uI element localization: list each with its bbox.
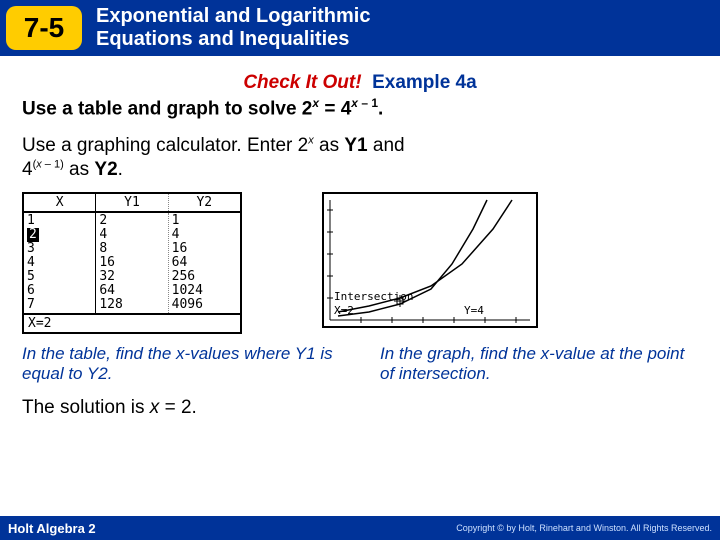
table-footer: X=2 — [24, 313, 240, 332]
th-y1: Y1 — [96, 194, 168, 211]
instruction-text: Use a graphing calculator. Enter 2x as Y… — [22, 134, 698, 182]
calculator-graph: Intersection X=2 Y=4 — [322, 192, 538, 328]
calculator-table: X Y1 Y2 1234567 248163264128 14166425610… — [22, 192, 242, 334]
solution-text: The solution is x = 2. — [22, 397, 698, 419]
example-label: Example 4a — [367, 72, 477, 93]
copyright-text: Copyright © by Holt, Rinehart and Winsto… — [456, 523, 712, 533]
page-footer: Holt Algebra 2 Copyright © by Holt, Rine… — [0, 516, 720, 540]
lesson-header: 7-5 Exponential and Logarithmic Equation… — [0, 0, 720, 56]
svg-text:Y=4: Y=4 — [464, 304, 484, 317]
book-title: Holt Algebra 2 — [8, 521, 96, 536]
calculator-row: X Y1 Y2 1234567 248163264128 14166425610… — [22, 192, 698, 334]
caption-right: In the graph, find the x-value at the po… — [380, 344, 698, 385]
check-it-out-label: Check It Out! — [243, 72, 361, 93]
svg-text:X=2: X=2 — [334, 304, 354, 317]
table-head: X Y1 Y2 — [24, 194, 240, 213]
content-area: Check It Out! Example 4a Use a table and… — [0, 56, 720, 419]
th-x: X — [24, 194, 96, 211]
title-line2: Equations and Inequalities — [96, 28, 370, 51]
th-y2: Y2 — [169, 194, 240, 211]
lesson-title: Exponential and Logarithmic Equations an… — [96, 5, 370, 51]
col-x: 1234567 — [24, 213, 96, 313]
graph-svg: Intersection X=2 Y=4 — [324, 194, 536, 326]
svg-text:Intersection: Intersection — [334, 290, 413, 303]
problem-statement: Use a table and graph to solve 2x = 4x –… — [22, 96, 698, 120]
title-line1: Exponential and Logarithmic — [96, 5, 370, 28]
lesson-badge: 7-5 — [6, 6, 82, 50]
col-y1: 248163264128 — [96, 213, 168, 313]
col-y2: 14166425610244096 — [169, 213, 240, 313]
captions-row: In the table, find the x-values where Y1… — [22, 344, 698, 385]
check-line: Check It Out! Example 4a — [22, 72, 698, 94]
table-body: 1234567 248163264128 14166425610244096 — [24, 213, 240, 313]
caption-left: In the table, find the x-values where Y1… — [22, 344, 340, 385]
